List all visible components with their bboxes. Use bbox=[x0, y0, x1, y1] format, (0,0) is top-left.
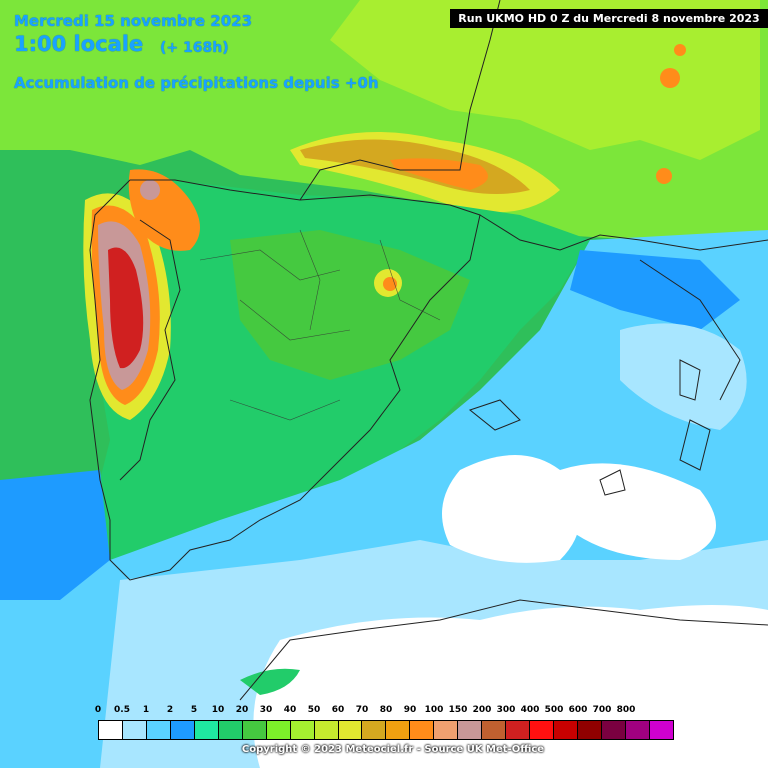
precip-band-gibraltar bbox=[240, 668, 300, 695]
precip-band-pyrenees-core bbox=[390, 158, 488, 190]
legend-label: 600 bbox=[568, 705, 588, 715]
border-spain-portugal bbox=[119, 219, 181, 481]
legend-swatch bbox=[625, 721, 650, 739]
legend-swatch bbox=[218, 721, 243, 739]
precip-spot-alps-3 bbox=[674, 44, 686, 56]
coastline-africa bbox=[239, 599, 768, 701]
coastline-sardinia bbox=[679, 419, 711, 471]
coastline-iberia bbox=[89, 179, 481, 581]
model-run-banner: Run UKMO HD 0 Z du Mercredi 8 novembre 2… bbox=[450, 9, 768, 28]
precip-spot-alps-2 bbox=[656, 168, 672, 184]
legend-label: 90 bbox=[403, 705, 417, 715]
legend-label: 5 bbox=[190, 705, 198, 715]
precip-spot-alps-1 bbox=[660, 68, 680, 88]
legend-label: 20 bbox=[235, 705, 249, 715]
legend-label: 700 bbox=[592, 705, 612, 715]
forecast-date: Mercredi 15 novembre 2023 bbox=[14, 12, 253, 30]
legend-swatch bbox=[530, 721, 555, 739]
legend-label: 60 bbox=[331, 705, 345, 715]
legend-label: 2 bbox=[166, 705, 174, 715]
legend-label: 500 bbox=[544, 705, 564, 715]
legend-label: 300 bbox=[496, 705, 516, 715]
legend-swatch bbox=[194, 721, 219, 739]
legend-swatch bbox=[266, 721, 291, 739]
legend-swatch bbox=[290, 721, 315, 739]
legend-swatch bbox=[649, 721, 673, 739]
legend-label: 1 bbox=[142, 705, 150, 715]
legend-swatch bbox=[554, 721, 579, 739]
legend-label: 50 bbox=[307, 705, 321, 715]
legend-label: 70 bbox=[355, 705, 369, 715]
precip-area-iberia-light bbox=[230, 230, 470, 380]
legend-label: 100 bbox=[424, 705, 444, 715]
legend-labels: 0 0.5 1 2 5 10 20 30 40 50 60 70 80 90 100 150 200 300 400… bbox=[94, 705, 674, 719]
legend-swatch bbox=[314, 721, 339, 739]
legend-swatch bbox=[458, 721, 483, 739]
precip-area-atlantic-south bbox=[0, 470, 110, 600]
legend-label: 400 bbox=[520, 705, 540, 715]
regional-borders bbox=[199, 229, 441, 421]
legend-swatch bbox=[410, 721, 435, 739]
precip-area-north-yellow bbox=[330, 0, 760, 160]
legend-label: 200 bbox=[472, 705, 492, 715]
dry-area-east bbox=[620, 323, 747, 430]
legend-swatch bbox=[578, 721, 603, 739]
legend-label: 80 bbox=[379, 705, 393, 715]
legend-swatch bbox=[99, 721, 123, 739]
forecast-lead-time: (+ 168h) bbox=[160, 40, 229, 56]
precip-core-west bbox=[108, 247, 144, 369]
coastline-corsica bbox=[679, 359, 701, 401]
dry-area-sardinia bbox=[560, 463, 716, 560]
forecast-time: 1:00 locale bbox=[14, 32, 144, 56]
legend-swatch bbox=[386, 721, 411, 739]
legend-label: 0 bbox=[94, 705, 102, 715]
legend-label: 10 bbox=[211, 705, 225, 715]
legend-swatch bbox=[506, 721, 531, 739]
coastline-italy bbox=[639, 259, 741, 401]
legend-swatch bbox=[122, 721, 147, 739]
coastline-balearic-2 bbox=[599, 469, 626, 496]
coastline-france bbox=[299, 0, 501, 201]
legend-label: 40 bbox=[283, 705, 297, 715]
map-subtitle: Accumulation de précipitations depuis +0… bbox=[14, 74, 379, 92]
legend-swatch bbox=[146, 721, 171, 739]
copyright-notice: Copyright © 2023 Meteociel.fr - Source U… bbox=[241, 744, 545, 755]
legend-label: 150 bbox=[448, 705, 468, 715]
coastline-balearic bbox=[468, 399, 521, 431]
color-scale-legend: 0 0.5 1 2 5 10 20 30 40 50 60 70 80 90 100 150 200 300 400… bbox=[94, 705, 674, 740]
precip-area-mediterranean-deep bbox=[570, 250, 740, 330]
legend-swatch bbox=[362, 721, 387, 739]
precip-spot-galicia bbox=[140, 180, 160, 200]
legend-swatch bbox=[434, 721, 459, 739]
dry-area-balearic-sea bbox=[442, 455, 580, 563]
legend-swatch bbox=[338, 721, 363, 739]
legend-label: 800 bbox=[616, 705, 636, 715]
coastline-gulf-lion bbox=[479, 214, 768, 251]
legend-swatch bbox=[242, 721, 267, 739]
legend-swatch bbox=[602, 721, 626, 739]
legend-color-bar bbox=[98, 720, 674, 740]
legend-swatch bbox=[482, 721, 507, 739]
legend-label: 0.5 bbox=[114, 705, 130, 715]
legend-label: 30 bbox=[259, 705, 273, 715]
legend-swatch bbox=[170, 721, 195, 739]
